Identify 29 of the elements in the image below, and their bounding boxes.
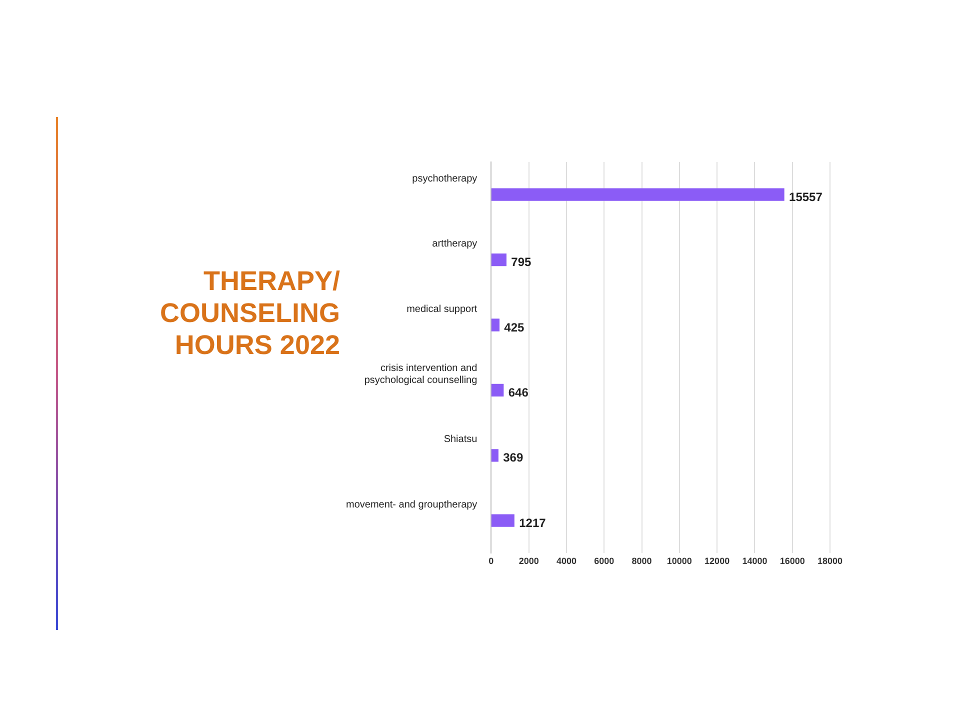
x-tick-label: 14000 xyxy=(742,556,768,566)
bar xyxy=(491,384,504,397)
x-tick-label: 18000 xyxy=(817,556,843,566)
y-tick-label: arttherapy xyxy=(432,238,478,250)
y-tick-label: psychotherapy xyxy=(412,173,478,184)
y-tick-label: crisis intervention and psychological counselling xyxy=(364,362,478,386)
data-label: 795 xyxy=(511,255,532,270)
y-tick-label: Shiatsu xyxy=(444,434,478,446)
bar xyxy=(491,253,506,266)
x-tick-label: 6000 xyxy=(594,556,614,566)
y-tick-label: medical support xyxy=(406,304,478,315)
bar xyxy=(491,318,500,332)
x-tick-label: 0 xyxy=(488,556,494,566)
bar xyxy=(491,188,784,201)
data-label: 425 xyxy=(504,320,525,334)
x-tick-label: 8000 xyxy=(632,556,652,566)
y-tick-label: movement- and grouptherapy xyxy=(346,499,478,510)
bar xyxy=(491,449,498,462)
bar xyxy=(491,514,514,527)
data-label: 1217 xyxy=(519,516,546,530)
x-tick-label: 12000 xyxy=(704,556,730,566)
x-tick-label: 16000 xyxy=(780,556,805,566)
data-label: 369 xyxy=(503,450,524,465)
data-label: 15557 xyxy=(789,190,823,204)
data-label: 646 xyxy=(508,386,529,400)
x-tick-label: 4000 xyxy=(556,556,576,566)
text: THERAPY/ COUNSELING HOURS 2022 xyxy=(158,265,340,361)
x-tick-label: 2000 xyxy=(518,556,539,566)
x-tick-label: 10000 xyxy=(666,556,692,566)
